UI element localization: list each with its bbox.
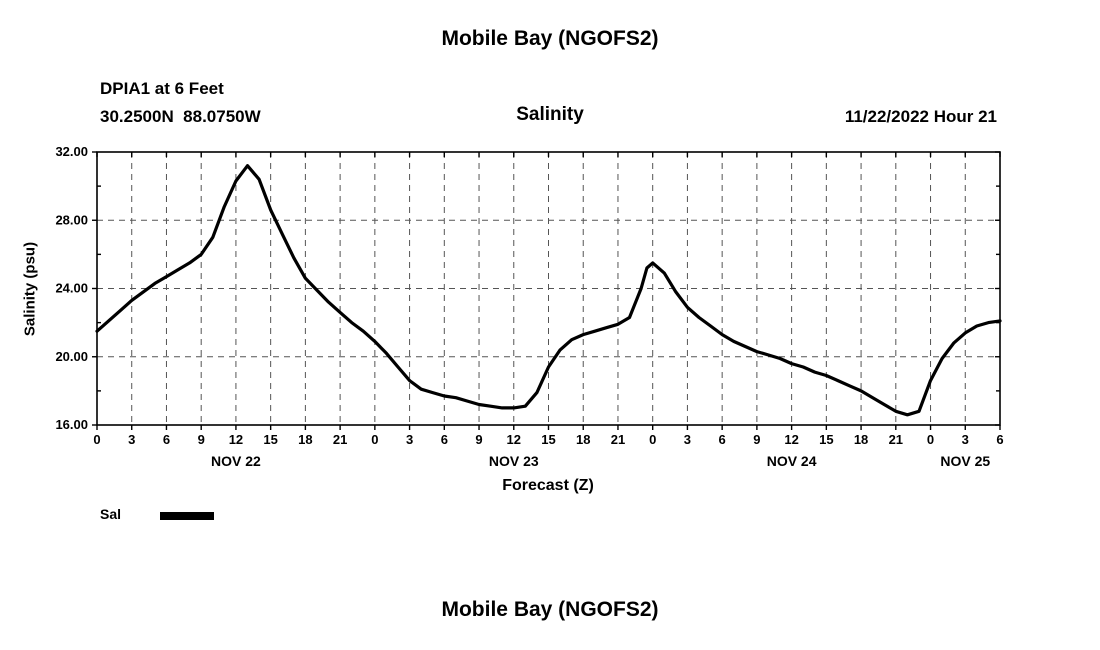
coordinates-label: 30.2500N 88.0750W: [100, 107, 261, 126]
svg-text:0: 0: [371, 432, 378, 447]
svg-text:12: 12: [784, 432, 798, 447]
svg-text:3: 3: [962, 432, 969, 447]
station-label: DPIA1 at 6 Feet: [100, 79, 224, 98]
legend-label: Sal: [100, 506, 122, 522]
svg-text:12: 12: [507, 432, 521, 447]
svg-text:6: 6: [996, 432, 1003, 447]
legend: Sal: [100, 506, 121, 524]
svg-text:6: 6: [163, 432, 170, 447]
svg-text:NOV 23: NOV 23: [489, 453, 539, 469]
page-title: Mobile Bay (NGOFS2): [441, 27, 659, 50]
svg-text:0: 0: [927, 432, 934, 447]
svg-text:15: 15: [541, 432, 555, 447]
svg-text:21: 21: [611, 432, 625, 447]
svg-text:15: 15: [819, 432, 833, 447]
svg-text:9: 9: [198, 432, 205, 447]
svg-text:18: 18: [298, 432, 312, 447]
svg-text:12: 12: [229, 432, 243, 447]
svg-text:15: 15: [263, 432, 277, 447]
svg-text:3: 3: [684, 432, 691, 447]
svg-text:21: 21: [889, 432, 903, 447]
datetime-label: 11/22/2022 Hour 21: [844, 107, 997, 126]
svg-text:18: 18: [854, 432, 868, 447]
x-axis-label: Forecast (Z): [502, 477, 594, 494]
svg-text:18: 18: [576, 432, 590, 447]
svg-text:28.00: 28.00: [55, 212, 88, 227]
svg-text:0: 0: [93, 432, 100, 447]
svg-text:6: 6: [719, 432, 726, 447]
svg-text:NOV 22: NOV 22: [211, 453, 261, 469]
svg-text:0: 0: [649, 432, 656, 447]
svg-text:20.00: 20.00: [55, 349, 88, 364]
svg-text:16.00: 16.00: [55, 417, 88, 432]
svg-text:9: 9: [753, 432, 760, 447]
svg-text:32.00: 32.00: [55, 144, 88, 159]
svg-text:9: 9: [475, 432, 482, 447]
bottom-page-title: Mobile Bay (NGOFS2): [441, 598, 659, 621]
chart-subtitle: Salinity: [516, 104, 584, 125]
svg-text:3: 3: [406, 432, 413, 447]
salinity-chart: 0 3 6 9 12 15 18 21 0 3 6 9 12 15 18 21 0 3 6 9 12 15 18 21 0 3 6 1…: [55, 144, 1003, 469]
svg-text:6: 6: [441, 432, 448, 447]
svg-text:NOV 25: NOV 25: [940, 453, 990, 469]
svg-text:NOV 24: NOV 24: [767, 453, 817, 469]
legend-line-swatch: [160, 512, 214, 520]
svg-text:21: 21: [333, 432, 347, 447]
svg-text:24.00: 24.00: [55, 281, 88, 296]
svg-text:3: 3: [128, 432, 135, 447]
